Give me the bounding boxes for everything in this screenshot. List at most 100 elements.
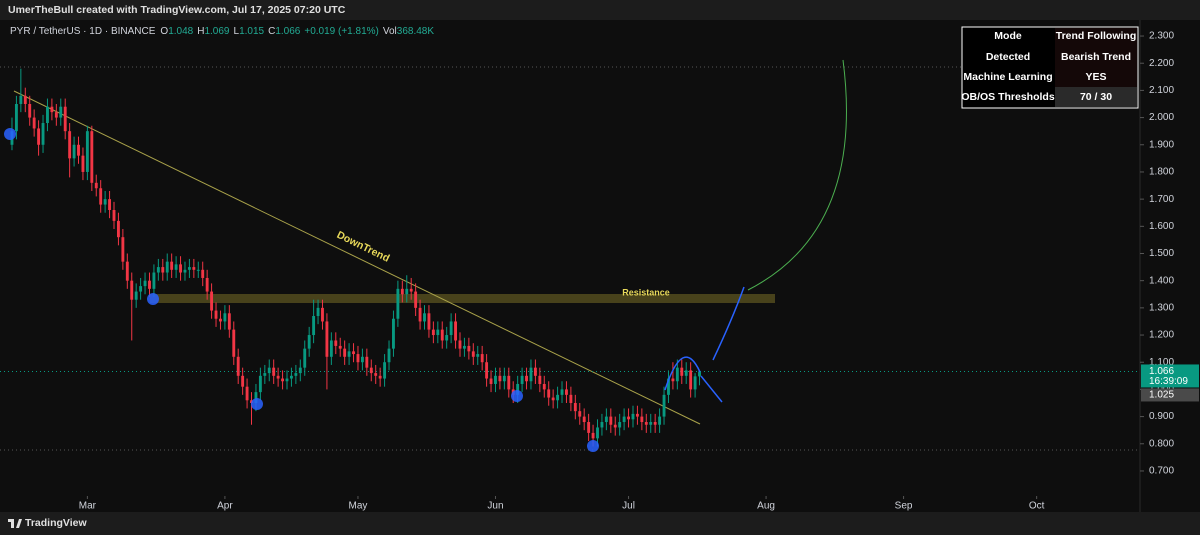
candle-body <box>520 375 524 384</box>
open-label: O <box>160 26 168 37</box>
candle-body <box>600 422 604 428</box>
downtrend-line <box>13 90 701 425</box>
candle-body <box>680 367 684 376</box>
candle-body <box>414 291 418 308</box>
candle-body <box>338 345 342 349</box>
candle-body <box>156 267 160 273</box>
candle-body <box>223 313 227 322</box>
footer-bar <box>0 512 1200 535</box>
candle-body <box>556 394 560 401</box>
high-value: 1.069 <box>204 26 229 37</box>
candle-body <box>356 354 360 363</box>
candle-body <box>245 386 249 401</box>
candle-body <box>321 307 324 322</box>
countdown: 16:39:09 <box>1149 376 1188 387</box>
candle-body <box>507 375 511 390</box>
candle-body <box>68 131 72 159</box>
y-tick-label: 1.700 <box>1149 194 1174 205</box>
symbol: PYR / TetherUS · 1D · BINANCE <box>10 26 156 37</box>
low-label: L <box>234 26 240 37</box>
candle-body <box>285 378 289 382</box>
candle-body <box>533 367 537 376</box>
candle-body <box>582 416 586 423</box>
candle-body <box>591 432 595 439</box>
candle-body <box>258 375 262 393</box>
candle-body <box>307 335 311 349</box>
candle-body <box>187 267 191 270</box>
candle-body <box>325 321 329 357</box>
close-value: 1.066 <box>275 26 300 37</box>
candle-body <box>449 321 453 336</box>
y-tick-label: 1.100 <box>1149 357 1174 368</box>
y-tick-label: 2.200 <box>1149 58 1174 69</box>
candle-body <box>436 329 440 336</box>
resistance-zone <box>150 294 775 303</box>
y-tick-label: 2.000 <box>1149 112 1174 123</box>
candle-body <box>485 362 489 379</box>
candle-body <box>498 375 502 382</box>
table-value: YES <box>1085 71 1106 83</box>
table-value-bg <box>1055 28 1137 87</box>
candle-body <box>653 422 657 425</box>
candle-body <box>267 367 271 374</box>
candle-body <box>143 280 147 287</box>
candle-body <box>569 394 573 403</box>
candle-body <box>662 394 666 417</box>
candle-body <box>28 103 32 118</box>
candle-body <box>689 370 693 390</box>
candle-body <box>116 220 120 238</box>
candle-body <box>547 389 551 398</box>
candle-body <box>103 199 107 205</box>
candle-body <box>196 269 200 271</box>
candle-body <box>201 269 205 278</box>
candle-body <box>77 144 80 156</box>
candle-body <box>378 375 382 379</box>
candle-body <box>50 106 54 113</box>
candle-body <box>618 422 622 428</box>
candle-body <box>671 378 675 382</box>
candle-body <box>37 128 41 145</box>
candle-body <box>360 356 364 363</box>
brand-logo <box>8 519 22 528</box>
candle-body <box>644 422 648 425</box>
volume-label: Vol <box>383 26 397 37</box>
candle-body <box>99 188 103 205</box>
candle-body <box>192 267 196 270</box>
candle-body <box>205 277 209 292</box>
candle-body <box>81 155 85 172</box>
signal-dot <box>511 390 523 402</box>
high-label: H <box>197 26 204 37</box>
candle-body <box>494 375 497 384</box>
candle-body <box>165 261 169 273</box>
candle-body <box>560 389 564 395</box>
candle-body <box>431 329 435 336</box>
candle-body <box>587 422 591 433</box>
candle-body <box>529 367 533 382</box>
candle-body <box>440 329 444 341</box>
candle-body <box>698 371 701 377</box>
candle-body <box>227 313 231 330</box>
candle-body <box>183 269 187 273</box>
candle-body <box>667 378 670 395</box>
signal-dot <box>147 293 159 305</box>
candle-body <box>236 356 240 376</box>
signal-dot <box>251 398 263 410</box>
rise-curve <box>712 286 745 361</box>
open-value: 1.048 <box>168 26 193 37</box>
candle-body <box>59 106 63 118</box>
candle-body <box>121 237 125 262</box>
y-tick-label: 1.400 <box>1149 275 1174 286</box>
candle-body <box>254 392 258 403</box>
candle-body <box>46 106 49 124</box>
candle-body <box>263 373 267 376</box>
y-tick-label: 2.100 <box>1149 85 1174 96</box>
low-value: 1.015 <box>239 26 264 37</box>
candle-body <box>125 261 129 281</box>
candle-body <box>94 182 98 189</box>
table-key: Detected <box>986 51 1030 63</box>
candle-body <box>489 378 493 384</box>
candle-body <box>427 313 431 330</box>
candle-body <box>276 375 280 379</box>
candle-body <box>148 280 151 289</box>
